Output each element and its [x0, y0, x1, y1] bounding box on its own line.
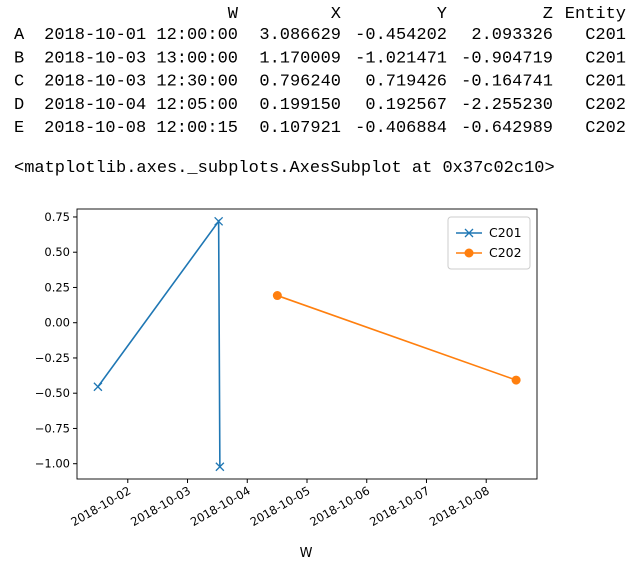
cell: 0.199150 — [259, 96, 341, 115]
cell: -1.021471 — [355, 49, 447, 68]
cell: C201 — [585, 26, 626, 45]
y-tick-label: 0.25 — [44, 280, 70, 294]
cell: C201 — [585, 49, 626, 68]
cell: C202 — [585, 96, 626, 115]
cell: -2.255230 — [461, 96, 553, 115]
y-tick-label: 0.00 — [44, 316, 70, 330]
x-tick-label: 2018-10-03 — [128, 483, 193, 529]
x-tick-label: 2018-10-04 — [188, 483, 253, 529]
cell: 2018-10-01 12:00:00 — [44, 26, 238, 45]
legend-label: C202 — [489, 245, 522, 260]
legend-label: C201 — [489, 225, 522, 240]
point-marker — [511, 375, 521, 385]
y-tick-label: 0.75 — [44, 210, 70, 224]
cell: C202 — [585, 119, 626, 138]
x-axis-label: W — [300, 546, 313, 561]
point-marker — [215, 462, 225, 472]
cell: 0.107921 — [259, 119, 341, 138]
cell: C201 — [585, 73, 626, 92]
legend-marker — [464, 228, 474, 238]
cell: 0.192567 — [365, 96, 447, 115]
cell: -0.406884 — [355, 119, 447, 138]
point-marker — [93, 382, 103, 392]
cell: -0.642989 — [461, 119, 553, 138]
repr-text: <matplotlib.axes._subplots.AxesSubplot a… — [14, 159, 555, 178]
point-marker — [272, 291, 282, 301]
cell: 2018-10-04 12:05:00 — [44, 96, 238, 115]
row-index: A — [14, 26, 25, 45]
x-tick-label: 2018-10-06 — [307, 483, 372, 529]
column-header: Z — [543, 5, 553, 24]
legend-marker — [464, 248, 474, 258]
cell: 0.719426 — [365, 73, 447, 92]
cell: -0.904719 — [461, 49, 553, 68]
row-index: B — [14, 49, 24, 68]
series-line — [277, 294, 517, 381]
x-tick-label: 2018-10-08 — [427, 483, 492, 529]
x-tick-label: 2018-10-07 — [367, 483, 432, 529]
column-header: W — [228, 5, 239, 24]
cell: 2.093326 — [471, 26, 553, 45]
cell: 0.796240 — [259, 73, 341, 92]
cell: 1.170009 — [259, 49, 341, 68]
column-header: Y — [437, 5, 447, 24]
cell: 2018-10-03 13:00:00 — [44, 49, 238, 68]
cell: -0.454202 — [355, 26, 447, 45]
series-line — [97, 218, 221, 467]
x-tick-label: 2018-10-02 — [68, 483, 133, 529]
x-tick-label: 2018-10-05 — [248, 483, 313, 529]
column-header: Entity — [565, 5, 626, 24]
point-marker — [214, 216, 224, 226]
y-tick-label: −0.25 — [35, 351, 70, 365]
y-tick-label: −1.00 — [35, 457, 70, 471]
row-index: E — [14, 119, 24, 138]
cell: -0.164741 — [461, 73, 553, 92]
row-index: D — [14, 96, 24, 115]
column-header: X — [331, 5, 341, 24]
y-tick-label: −0.50 — [35, 386, 70, 400]
y-tick-label: 0.50 — [44, 245, 70, 259]
y-tick-label: −0.75 — [35, 421, 70, 435]
row-index: C — [14, 73, 24, 92]
cell: 3.086629 — [259, 26, 341, 45]
cell: 2018-10-08 12:00:15 — [44, 119, 238, 138]
cell: 2018-10-03 12:30:00 — [44, 73, 238, 92]
